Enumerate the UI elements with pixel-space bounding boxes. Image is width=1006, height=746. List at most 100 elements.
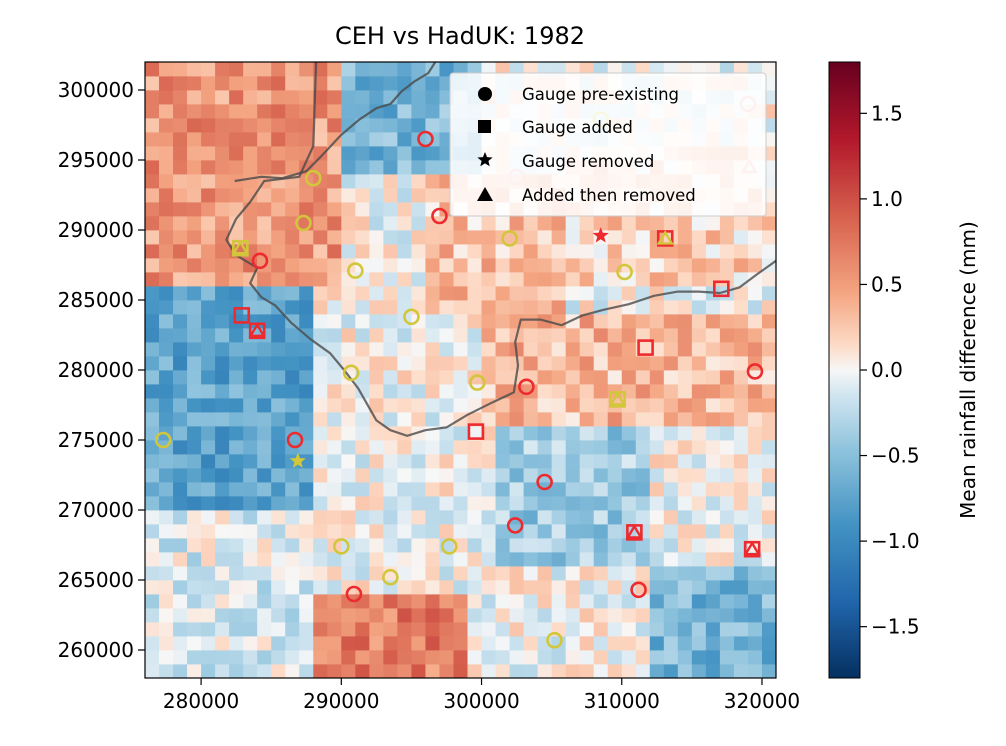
- heatmap-cell: [593, 398, 609, 413]
- x-tick-label: 300000: [443, 689, 519, 713]
- heatmap-cell: [565, 650, 581, 665]
- heatmap-cell: [453, 356, 468, 371]
- heatmap-cell: [313, 244, 328, 259]
- heatmap-cell: [649, 216, 665, 231]
- heatmap-cell: [607, 440, 623, 455]
- heatmap-cell: [607, 664, 623, 678]
- heatmap-cell: [313, 594, 328, 609]
- heatmap-cell: [453, 314, 468, 329]
- heatmap-cell: [719, 622, 735, 637]
- heatmap-cell: [215, 622, 230, 637]
- heatmap-cell: [145, 118, 160, 133]
- colorbar: 1.51.00.50.0−0.5−1.0−1.5 Mean rainfall d…: [828, 61, 980, 679]
- heatmap-cell: [691, 384, 707, 399]
- heatmap-cell: [313, 104, 328, 119]
- gauge-circle-marker: [333, 538, 350, 555]
- heatmap-cell: [271, 104, 286, 119]
- heatmap-cell: [271, 370, 286, 385]
- heatmap-cell: [145, 622, 160, 637]
- heatmap-cell: [411, 412, 426, 427]
- gauge-circle-marker: [345, 585, 363, 603]
- heatmap-cell: [537, 272, 553, 287]
- heatmap-cell: [509, 426, 524, 441]
- heatmap-cell: [649, 664, 665, 678]
- heatmap-cell: [593, 328, 609, 343]
- heatmap-cell: [523, 552, 539, 567]
- heatmap-cell: [705, 328, 721, 343]
- heatmap-cell: [593, 244, 609, 259]
- heatmap-cell: [439, 412, 454, 427]
- heatmap-cell: [691, 328, 707, 343]
- heatmap-cell: [761, 636, 776, 651]
- heatmap-cell: [663, 468, 679, 483]
- heatmap-cell: [383, 650, 398, 665]
- heatmap-cell: [243, 608, 258, 623]
- heatmap-cell: [733, 664, 749, 678]
- heatmap-cell: [327, 188, 342, 203]
- heatmap-cell: [159, 412, 174, 427]
- heatmap-cell: [621, 482, 637, 497]
- heatmap-cell: [257, 650, 272, 665]
- heatmap-cell: [621, 468, 637, 483]
- heatmap-cell: [369, 552, 384, 567]
- heatmap-cell: [439, 524, 454, 539]
- heatmap-cell: [551, 454, 567, 469]
- heatmap-cell: [607, 454, 623, 469]
- y-tick-label: 285000: [58, 288, 134, 312]
- heatmap-cell: [229, 188, 244, 203]
- heatmap-cell: [341, 454, 356, 469]
- heatmap-cell: [397, 580, 412, 595]
- heatmap-cell: [649, 272, 665, 287]
- heatmap-cell: [453, 244, 468, 259]
- gauge-square-marker: [467, 423, 485, 440]
- heatmap-cell: [621, 552, 637, 567]
- heatmap-cell: [495, 496, 510, 511]
- heatmap-cell: [439, 342, 454, 357]
- heatmap-cell: [341, 230, 356, 245]
- heatmap-cell: [551, 426, 567, 441]
- heatmap-cell: [257, 454, 272, 469]
- heatmap-cell: [523, 342, 539, 357]
- heatmap-cell: [299, 608, 314, 623]
- gauge-triangle-marker: [656, 230, 674, 245]
- heatmap-cell: [691, 468, 707, 483]
- heatmap-cell: [173, 216, 188, 231]
- heatmap-cell: [467, 566, 482, 581]
- heatmap-cell: [691, 272, 707, 287]
- heatmap-cell: [635, 496, 651, 511]
- heatmap-cell: [229, 356, 244, 371]
- heatmap-cell: [481, 300, 496, 315]
- heatmap-cell: [523, 244, 539, 259]
- heatmap-cell: [355, 650, 370, 665]
- heatmap-cell: [159, 356, 174, 371]
- heatmap-cell: [719, 258, 735, 273]
- heatmap-cell: [159, 202, 174, 217]
- heatmap-cell: [733, 594, 749, 609]
- heatmap-cell: [145, 538, 160, 553]
- heatmap-cell: [705, 566, 721, 581]
- heatmap-cell: [425, 650, 440, 665]
- heatmap-cell: [341, 90, 356, 105]
- heatmap-cell: [341, 552, 356, 567]
- heatmap-cell: [271, 482, 286, 497]
- heatmap-cell: [159, 286, 174, 301]
- heatmap-cell: [159, 510, 174, 525]
- heatmap-cell: [607, 482, 623, 497]
- heatmap-cell: [257, 566, 272, 581]
- heatmap-cell: [229, 636, 244, 651]
- heatmap-cell: [425, 342, 440, 357]
- heatmap-cell: [747, 566, 763, 581]
- heatmap-cell: [551, 524, 567, 539]
- heatmap-cell: [537, 650, 553, 665]
- gauge-circle-marker: [746, 363, 764, 380]
- heatmap-cell: [159, 216, 174, 231]
- heatmap-cell: [229, 258, 244, 273]
- heatmap-cell: [285, 496, 300, 511]
- heatmap-cell: [439, 398, 454, 413]
- heatmap-cell: [411, 370, 426, 385]
- heatmap-cell: [537, 552, 553, 567]
- heatmap-cell: [355, 160, 370, 175]
- heatmap-cell: [411, 230, 426, 245]
- heatmap-cell: [649, 412, 665, 427]
- heatmap-cell: [495, 370, 510, 385]
